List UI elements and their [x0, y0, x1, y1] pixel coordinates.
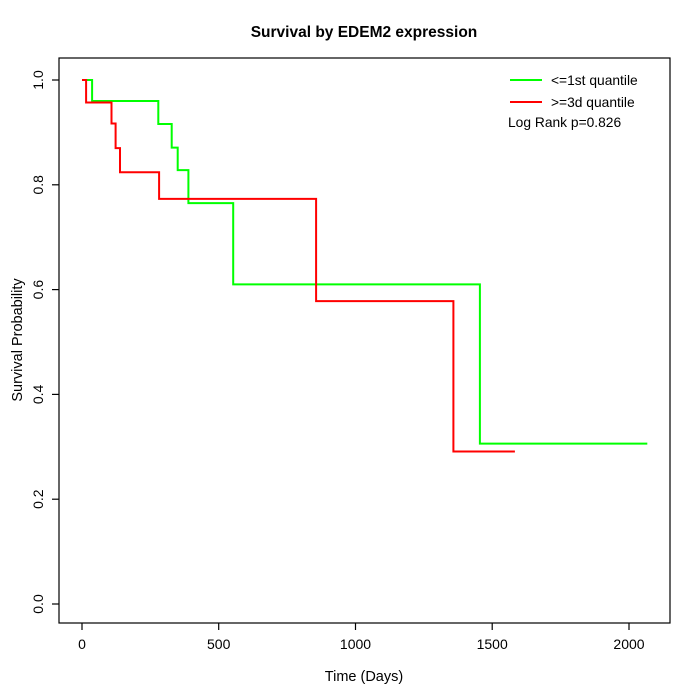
x-axis-ticks: 0 500 1000 1500 2000 [78, 623, 645, 652]
y-axis-label: Survival Probability [10, 278, 26, 402]
y-tick-label: 0.8 [30, 175, 46, 195]
legend-label-low-expression: <=1st quantile [551, 73, 638, 88]
legend: <=1st quantile >=3d quantile Log Rank p=… [508, 73, 638, 130]
x-tick-label: 0 [78, 636, 86, 652]
x-axis-label: Time (Days) [325, 669, 403, 685]
x-tick-label: 2000 [613, 636, 644, 652]
chart-title: Survival by EDEM2 expression [251, 24, 478, 41]
legend-label-high-expression: >=3d quantile [551, 95, 635, 110]
y-tick-label: 0.2 [30, 489, 46, 509]
y-tick-label: 0.0 [30, 594, 46, 614]
log-rank-p-value: Log Rank p=0.826 [508, 115, 621, 130]
survival-curves [82, 79, 648, 453]
y-axis-ticks: 0.0 0.2 0.4 0.6 0.8 1.0 [30, 70, 59, 614]
x-tick-label: 500 [207, 636, 231, 652]
y-tick-label: 0.6 [30, 280, 46, 300]
y-tick-label: 1.0 [30, 70, 46, 90]
survival-curve [82, 79, 515, 453]
y-tick-label: 0.4 [30, 384, 46, 404]
x-tick-label: 1500 [477, 636, 508, 652]
survival-curve [82, 79, 648, 445]
x-tick-label: 1000 [340, 636, 371, 652]
plot-frame [58, 57, 671, 624]
